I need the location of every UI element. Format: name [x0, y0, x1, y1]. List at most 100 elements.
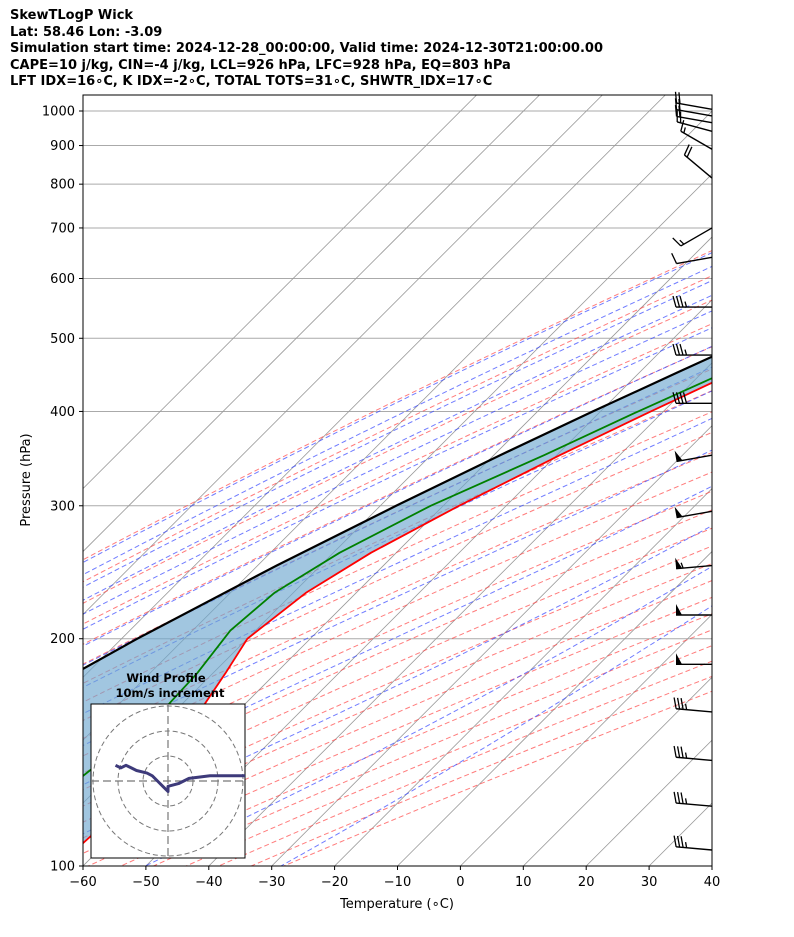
- barb-half: [684, 703, 688, 710]
- barb-half: [684, 301, 688, 308]
- barb-flag: [676, 653, 682, 665]
- indices-line-2: LFT IDX=16∘C, K IDX=-2∘C, TOTAL TOTS=31∘…: [10, 74, 493, 89]
- barb-full: [672, 295, 677, 308]
- axis-ticks: −60 −50 −40 −30 −20 −10 0 10 20 30 40 100 200 300 400 5…: [42, 104, 720, 890]
- isotherm: [83, 95, 540, 553]
- barb-half: [680, 562, 684, 569]
- dry-adiabat: [83, 451, 712, 739]
- barb-full: [673, 791, 677, 804]
- barb-full: [679, 295, 684, 308]
- indices-line-1: CAPE=10 j/kg, CIN=-4 j/kg, LCL=926 hPa, …: [10, 57, 511, 73]
- wind-barb: [675, 557, 713, 570]
- isotherm: [585, 739, 712, 866]
- wind-barb: [680, 120, 713, 150]
- wind-barb: [673, 697, 713, 713]
- cape-area: [83, 356, 712, 844]
- barb-staff: [680, 227, 713, 247]
- y-tick-label: 1000: [42, 104, 75, 119]
- dry-adiabat: [283, 690, 712, 866]
- barb-full: [686, 146, 693, 158]
- barb-full: [675, 343, 681, 356]
- barb-staff: [676, 109, 713, 117]
- barb-full: [672, 392, 677, 404]
- wind-barb: [672, 295, 712, 308]
- barb-full: [672, 343, 677, 356]
- wind-barb: [673, 835, 713, 851]
- barb-staff: [676, 708, 713, 713]
- dry-adiabat: [83, 527, 712, 807]
- barb-flag: [674, 506, 683, 518]
- wind-barb: [676, 604, 712, 616]
- barb-full: [679, 392, 684, 404]
- dry-adiabat: [83, 545, 712, 823]
- wind-barb: [673, 745, 713, 762]
- dry-adiabat: [83, 323, 712, 625]
- isotherm: [83, 95, 603, 615]
- barb-full: [676, 835, 681, 848]
- dry-adiabat: [251, 675, 712, 866]
- barb-half: [684, 842, 688, 848]
- x-axis-label: Temperature (∘C): [339, 897, 454, 912]
- y-tick-label: 800: [50, 178, 75, 193]
- barb-full: [675, 392, 681, 404]
- barb-flag: [675, 557, 683, 569]
- barb-full: [673, 697, 677, 709]
- dry-adiabat: [83, 509, 712, 791]
- wind-barb: [672, 392, 712, 405]
- x-tick-label: 0: [456, 875, 464, 890]
- x-tick-label: −50: [132, 875, 159, 890]
- barb-staff: [683, 154, 713, 179]
- barb-half: [684, 752, 688, 759]
- wind-barb: [674, 105, 713, 124]
- barb-full: [682, 392, 688, 404]
- hodograph-title: Wind Profile: [126, 671, 206, 685]
- chart-header: SkewTLogP Wick Lat: 58.46 Lon: -3.09 Sim…: [10, 8, 603, 91]
- wind-barb: [674, 506, 713, 519]
- dry-adiabat: [83, 490, 712, 774]
- moist-adiabat: [83, 265, 712, 576]
- barb-half: [684, 349, 688, 356]
- moist-adiabat: [83, 449, 712, 747]
- barb-staff: [676, 756, 713, 762]
- barb-staff: [676, 510, 713, 519]
- moist-adiabat: [83, 310, 712, 615]
- y-tick-label: 100: [50, 860, 75, 875]
- dry-adiabat: [83, 299, 712, 604]
- moist-adiabat: [83, 345, 712, 647]
- isotherm: [397, 550, 712, 866]
- barb-full: [671, 252, 678, 264]
- wind-barb: [673, 791, 713, 807]
- moist-adiabat: [83, 485, 712, 786]
- y-tick-label: 700: [50, 221, 75, 236]
- x-tick-label: −20: [321, 875, 348, 890]
- x-tick-label: −60: [69, 875, 96, 890]
- barb-full: [676, 697, 681, 710]
- barb-flag: [674, 450, 683, 462]
- wind-barb: [674, 450, 713, 463]
- dry-adiabat: [83, 411, 712, 703]
- barb-full: [680, 698, 684, 710]
- y-tick-label: 400: [50, 405, 75, 420]
- hodograph-subtitle: 10m/s increment: [116, 686, 225, 700]
- y-tick-label: 900: [50, 139, 75, 154]
- wind-barb: [672, 227, 713, 247]
- x-tick-label: 10: [515, 875, 532, 890]
- barb-half: [679, 239, 685, 245]
- barb-full: [672, 237, 682, 247]
- barb-full: [680, 746, 684, 758]
- isotherm: [334, 488, 712, 866]
- hodograph-inset: Wind Profile 10m/s increment: [90, 671, 246, 859]
- x-tick-label: −10: [384, 875, 411, 890]
- moist-adiabat: [83, 280, 712, 588]
- barb-staff: [676, 802, 713, 807]
- barb-full: [675, 295, 681, 308]
- isotherm: [711, 865, 712, 866]
- moist-adiabat: [83, 327, 712, 630]
- barb-full: [680, 120, 685, 132]
- barb-full: [674, 105, 678, 117]
- wind-barb: [676, 653, 712, 665]
- barb-full: [679, 343, 684, 356]
- isotherm: [83, 95, 666, 678]
- isotherm: [208, 362, 712, 866]
- isotherm: [775, 95, 794, 866]
